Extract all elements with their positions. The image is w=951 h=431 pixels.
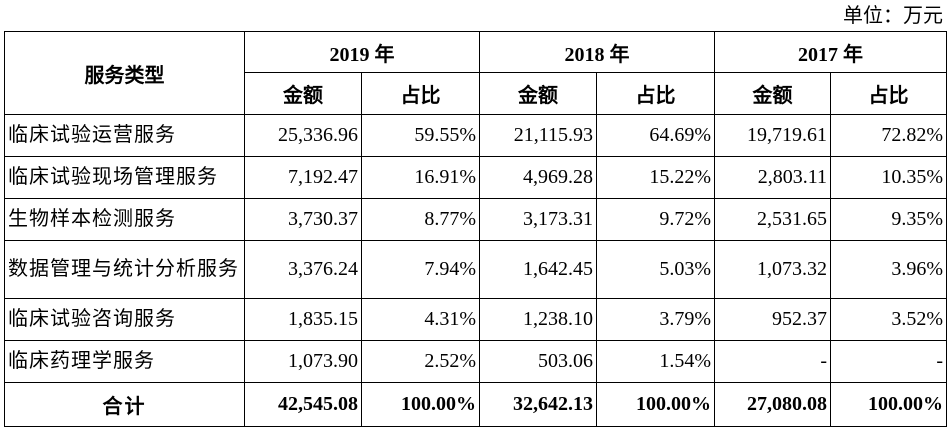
- amount-cell: 1,835.15: [244, 298, 362, 341]
- ratio-cell: 5.03%: [596, 240, 715, 299]
- amount-header: 金额: [479, 72, 597, 115]
- ratio-header: 占比: [830, 72, 947, 115]
- total-amount-cell: 27,080.08: [714, 382, 831, 427]
- table-row: 临床试验咨询服务 1,835.15 4.31% 1,238.10 3.79% 9…: [4, 298, 947, 341]
- unit-note: 单位：万元: [843, 5, 943, 27]
- ratio-cell: 9.35%: [830, 198, 947, 241]
- service-type-header: 服务类型: [4, 31, 245, 115]
- year-header-2017: 2017 年: [714, 31, 947, 73]
- amount-cell: 7,192.47: [244, 156, 362, 199]
- table-row: 临床试验运营服务 25,336.96 59.55% 21,115.93 64.6…: [4, 114, 947, 157]
- header-row-columns: 金额 占比 金额 占比 金额 占比: [5, 72, 947, 115]
- service-name-cell: 临床试验运营服务: [4, 114, 245, 157]
- amount-cell: 4,969.28: [479, 156, 597, 199]
- year-header-2019: 2019 年: [244, 31, 480, 73]
- total-ratio-cell: 100.00%: [830, 382, 947, 427]
- header-row-years: 服务类型 2019 年 2018 年 2017 年: [4, 31, 947, 115]
- amount-header: 金额: [244, 72, 362, 115]
- total-amount-cell: 32,642.13: [479, 382, 597, 427]
- table-row: 临床试验现场管理服务 7,192.47 16.91% 4,969.28 15.2…: [4, 156, 947, 199]
- amount-cell: 952.37: [714, 298, 831, 341]
- ratio-header: 占比: [596, 72, 715, 115]
- amount-cell: -: [714, 340, 831, 383]
- ratio-cell: 8.77%: [361, 198, 480, 241]
- ratio-cell: 3.52%: [830, 298, 947, 341]
- service-name-cell: 临床试验现场管理服务: [4, 156, 245, 199]
- service-name-cell: 临床药理学服务: [4, 340, 245, 383]
- amount-cell: 25,336.96: [244, 114, 362, 157]
- ratio-cell: 59.55%: [361, 114, 480, 157]
- ratio-cell: 72.82%: [830, 114, 947, 157]
- year-header-2018: 2018 年: [479, 31, 715, 73]
- service-revenue-table: 服务类型 2019 年 2018 年 2017 年 金额 占比 金额 占比 金额…: [4, 31, 947, 427]
- amount-cell: 1,642.45: [479, 240, 597, 299]
- amount-cell: 3,730.37: [244, 198, 362, 241]
- ratio-cell: 3.79%: [596, 298, 715, 341]
- amount-header: 金额: [714, 72, 831, 115]
- amount-cell: 21,115.93: [479, 114, 597, 157]
- ratio-cell: -: [830, 340, 947, 383]
- ratio-cell: 16.91%: [361, 156, 480, 199]
- ratio-cell: 64.69%: [596, 114, 715, 157]
- total-row: 合计 42,545.08 100.00% 32,642.13 100.00% 2…: [4, 382, 947, 427]
- amount-cell: 1,073.32: [714, 240, 831, 299]
- amount-cell: 1,073.90: [244, 340, 362, 383]
- ratio-cell: 9.72%: [596, 198, 715, 241]
- amount-cell: 2,531.65: [714, 198, 831, 241]
- amount-cell: 503.06: [479, 340, 597, 383]
- table-row: 数据管理与统计分析服务 3,376.24 7.94% 1,642.45 5.03…: [4, 240, 947, 299]
- amount-cell: 19,719.61: [714, 114, 831, 157]
- total-ratio-cell: 100.00%: [596, 382, 715, 427]
- total-amount-cell: 42,545.08: [244, 382, 362, 427]
- ratio-cell: 7.94%: [361, 240, 480, 299]
- table-row: 临床药理学服务 1,073.90 2.52% 503.06 1.54% - -: [4, 340, 947, 383]
- service-name-cell: 临床试验咨询服务: [4, 298, 245, 341]
- total-ratio-cell: 100.00%: [361, 382, 480, 427]
- total-label: 合计: [4, 382, 245, 427]
- ratio-header: 占比: [361, 72, 480, 115]
- amount-cell: 2,803.11: [714, 156, 831, 199]
- ratio-cell: 1.54%: [596, 340, 715, 383]
- amount-cell: 3,173.31: [479, 198, 597, 241]
- service-name-cell: 数据管理与统计分析服务: [4, 240, 245, 299]
- ratio-cell: 4.31%: [361, 298, 480, 341]
- amount-cell: 1,238.10: [479, 298, 597, 341]
- ratio-cell: 15.22%: [596, 156, 715, 199]
- ratio-cell: 10.35%: [830, 156, 947, 199]
- ratio-cell: 3.96%: [830, 240, 947, 299]
- ratio-cell: 2.52%: [361, 340, 480, 383]
- amount-cell: 3,376.24: [244, 240, 362, 299]
- table-row: 生物样本检测服务 3,730.37 8.77% 3,173.31 9.72% 2…: [4, 198, 947, 241]
- service-name-cell: 生物样本检测服务: [4, 198, 245, 241]
